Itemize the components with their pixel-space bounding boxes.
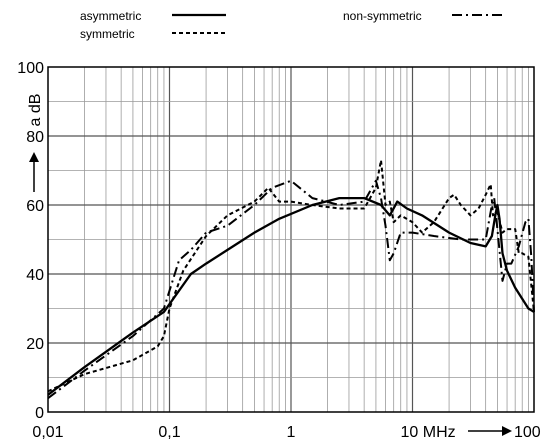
x-tick-label: 0,1 (158, 424, 180, 439)
y-tick-label: 40 (26, 267, 44, 284)
series-line-asymmetric (47, 196, 535, 396)
x-tick-label: 0,01 (32, 424, 63, 439)
series-line-symmetric (47, 159, 535, 393)
chart-series-group (47, 159, 535, 399)
chart-grid (48, 67, 534, 412)
y-tick-label: 0 (35, 405, 44, 422)
legend-label-non-symmetric: non-symmetric (343, 9, 422, 23)
y-tick-label: 80 (26, 129, 44, 146)
y-axis-arrow-head (29, 152, 39, 162)
legend-label-asymmetric: asymmetric (80, 9, 141, 23)
series-line-non-symmetric (47, 179, 535, 399)
legend-label-symmetric: symmetric (80, 27, 135, 41)
y-tick-label: 100 (17, 60, 44, 77)
y-axis-label: a dB (27, 94, 44, 127)
y-tick-label: 60 (26, 198, 44, 215)
plot-area-border (47, 66, 535, 413)
chart-tick-labels: 0 20 40 60 80 100 0,01 0,1 1 10 MHz 100 (17, 60, 541, 439)
x-axis-arrow-head (502, 426, 512, 436)
y-tick-label: 20 (26, 336, 44, 353)
x-tick-label: 1 (287, 424, 296, 439)
x-tick-label: 10 MHz (401, 424, 456, 439)
x-tick-label: 100 (514, 424, 541, 439)
